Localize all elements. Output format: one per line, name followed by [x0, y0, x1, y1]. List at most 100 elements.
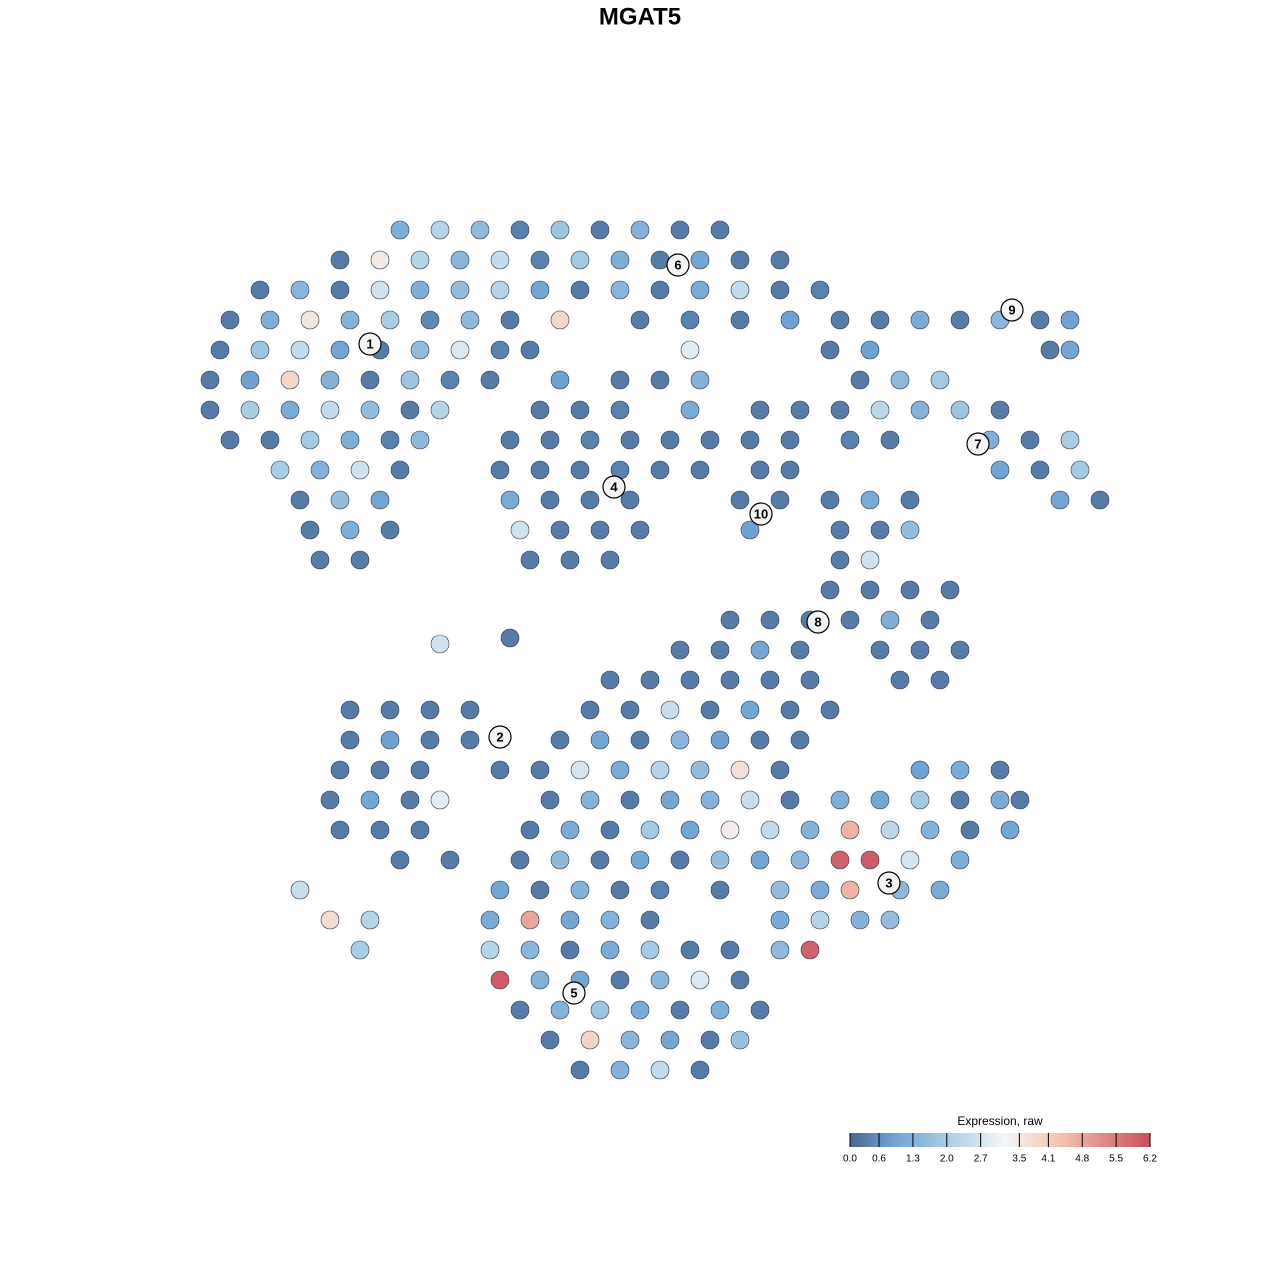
point: [760, 670, 780, 690]
point: [620, 430, 640, 450]
point: [610, 970, 630, 990]
point: [580, 790, 600, 810]
point: [770, 880, 790, 900]
point: [1070, 460, 1090, 480]
point: [500, 490, 520, 510]
point: [550, 730, 570, 750]
point: [730, 280, 750, 300]
point: [910, 640, 930, 660]
point: [450, 280, 470, 300]
point: [330, 760, 350, 780]
point: [250, 340, 270, 360]
point: [620, 490, 640, 510]
point: [820, 700, 840, 720]
point: [650, 1060, 670, 1080]
point: [720, 820, 740, 840]
point: [730, 310, 750, 330]
point: [430, 400, 450, 420]
point: [770, 760, 790, 780]
point: [240, 370, 260, 390]
point: [390, 460, 410, 480]
point: [740, 430, 760, 450]
point: [260, 430, 280, 450]
cluster-marker: [749, 502, 773, 526]
point: [380, 730, 400, 750]
point: [430, 634, 450, 654]
point: [780, 700, 800, 720]
point: [530, 970, 550, 990]
point: [520, 340, 540, 360]
cluster-label: 1: [366, 336, 373, 351]
point: [640, 940, 660, 960]
point: [330, 820, 350, 840]
cluster-label: 2: [496, 729, 503, 744]
point: [740, 790, 760, 810]
point: [490, 340, 510, 360]
point: [630, 220, 650, 240]
point: [820, 580, 840, 600]
point: [470, 220, 490, 240]
point: [730, 970, 750, 990]
point: [540, 430, 560, 450]
point: [1090, 490, 1110, 510]
point: [730, 250, 750, 270]
point: [680, 310, 700, 330]
point: [450, 250, 470, 270]
point: [260, 310, 280, 330]
point: [580, 700, 600, 720]
point: [950, 400, 970, 420]
point: [790, 400, 810, 420]
point: [900, 850, 920, 870]
point: [740, 520, 760, 540]
point: [610, 370, 630, 390]
point: [640, 670, 660, 690]
point: [830, 850, 850, 870]
point: [850, 910, 870, 930]
point: [510, 1000, 530, 1020]
colorbar-title: Expression, raw: [957, 1114, 1043, 1128]
point: [350, 940, 370, 960]
point: [330, 250, 350, 270]
point: [410, 340, 430, 360]
point: [530, 400, 550, 420]
point: [200, 400, 220, 420]
point: [960, 820, 980, 840]
point: [530, 280, 550, 300]
colorbar-tick-label: 2.7: [974, 1154, 988, 1165]
point: [410, 250, 430, 270]
point: [690, 760, 710, 780]
point: [450, 340, 470, 360]
point: [300, 430, 320, 450]
point: [530, 760, 550, 780]
point: [410, 760, 430, 780]
point: [600, 670, 620, 690]
point: [870, 640, 890, 660]
point: [760, 820, 780, 840]
point: [480, 910, 500, 930]
point: [730, 490, 750, 510]
point: [950, 850, 970, 870]
point: [360, 370, 380, 390]
point: [520, 820, 540, 840]
point: [870, 400, 890, 420]
point: [330, 280, 350, 300]
point: [930, 670, 950, 690]
point: [590, 1000, 610, 1020]
point: [650, 970, 670, 990]
colorbar-tick-label: 2.0: [940, 1154, 954, 1165]
point: [410, 820, 430, 840]
point: [860, 490, 880, 510]
point: [800, 940, 820, 960]
cluster-label: 6: [674, 257, 681, 272]
point: [570, 1060, 590, 1080]
point: [820, 490, 840, 510]
point: [240, 400, 260, 420]
colorbar-tick-label: 3.5: [1012, 1154, 1026, 1165]
point: [630, 1000, 650, 1020]
point: [360, 400, 380, 420]
points-layer: [200, 220, 1110, 1080]
point: [680, 340, 700, 360]
cluster-marker: [1000, 298, 1024, 322]
point: [860, 580, 880, 600]
point: [250, 280, 270, 300]
